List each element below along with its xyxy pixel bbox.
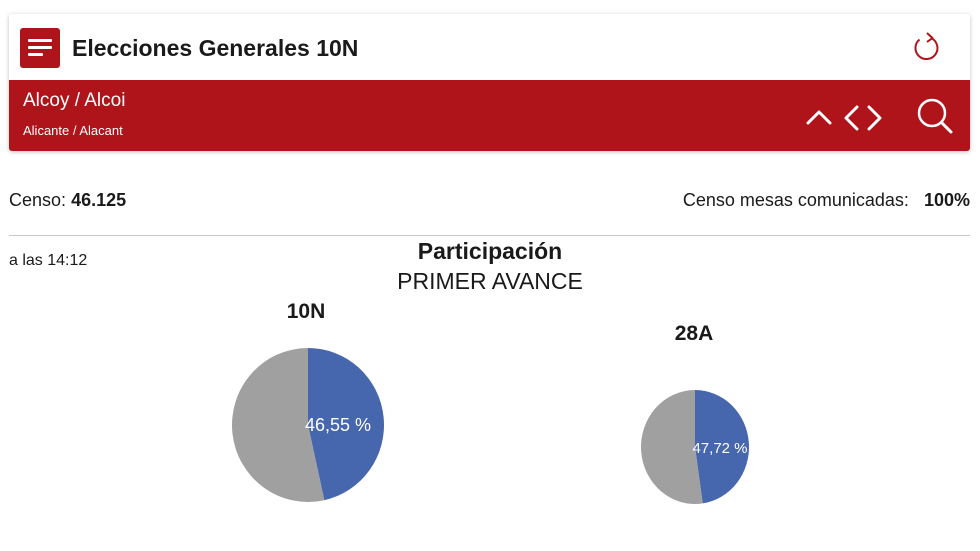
pie-chart-10n: 46,55 % [231,348,384,502]
app-bar: Elecciones Generales 10N [9,14,970,80]
pie-title-10n: 10N [286,300,326,323]
mesas-stat: Censo mesas comunicadas: 100% [683,190,970,211]
pie-10n-data-label: 46,55 % [305,415,371,435]
pie-title-28a: 28A [674,322,714,345]
refresh-icon[interactable] [909,31,943,65]
mesas-label: Censo mesas comunicadas: [682,190,909,210]
time-label: a las 14:12 [9,252,88,269]
location-bar: Alcoy / Alcoi Alicante / Alacant [9,80,970,151]
chevron-up-icon[interactable] [805,108,833,128]
location-province: Alicante / Alacant [23,123,123,138]
censo-value: 46.125 [71,190,127,210]
pie-chart-28a: 47,72 % [641,390,749,504]
mesas-value: 100% [923,190,970,210]
location-name: Alcoy / Alcoi [23,90,126,111]
pie-28a-data-label: 47,72 % [692,440,747,457]
censo-stat: Censo: 46.125 [9,190,126,211]
pie-28a-slice-1 [641,390,703,504]
search-icon[interactable] [915,96,955,136]
pie-10n-slice-0 [308,348,384,501]
section-title: Participación [417,238,563,264]
chevron-left-icon[interactable] [842,104,862,132]
chevron-right-icon[interactable] [864,104,884,132]
header-card: Elecciones Generales 10N Alcoy / Alcoi A… [9,14,970,151]
censo-label: Censo: [9,190,67,210]
app-title: Elecciones Generales 10N [72,35,359,61]
section-subtitle: PRIMER AVANCE [397,268,583,294]
pie-10n-slice-1 [231,348,325,502]
pie-28a-slice-0 [695,390,749,504]
hamburger-menu-icon[interactable] [20,28,60,68]
divider [9,235,970,236]
